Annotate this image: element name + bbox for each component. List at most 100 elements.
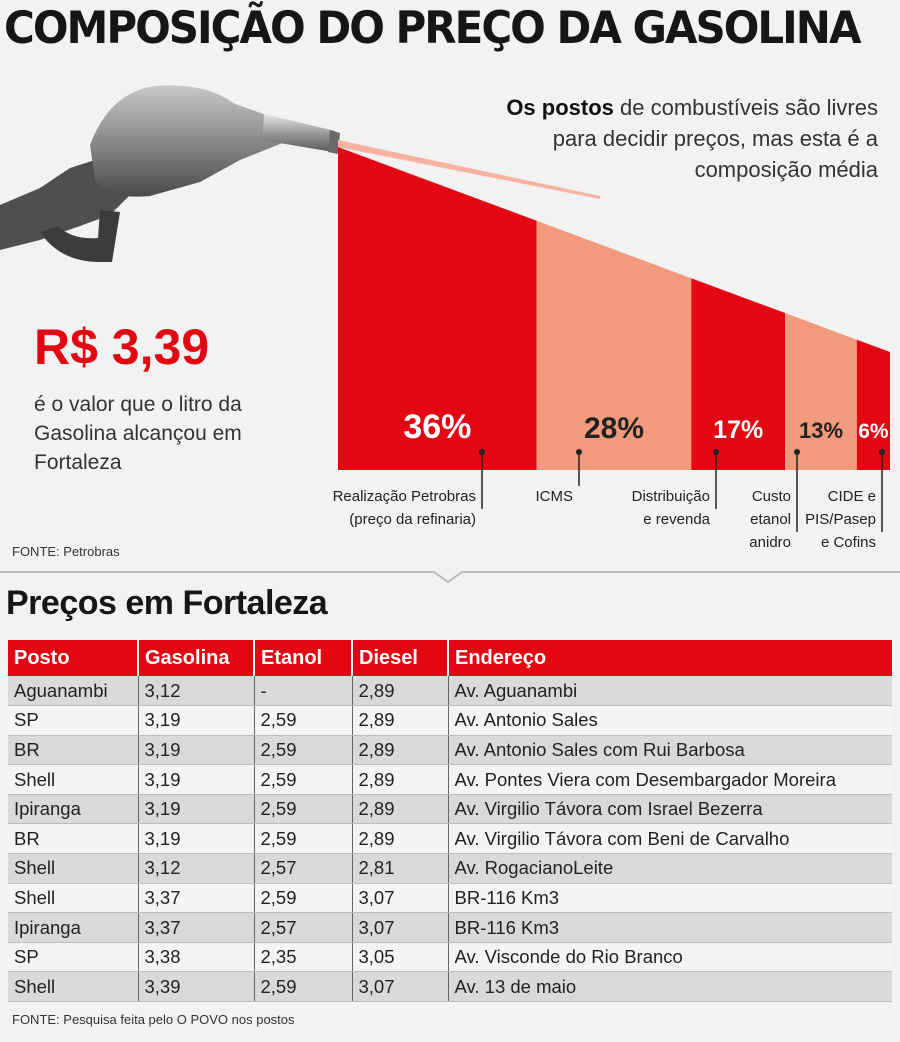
table-row: SP 3,19 2,59 2,89 Av. Antonio Sales (8, 705, 892, 736)
table-row: Shell 3,12 2,57 2,81 Av. RogacianoLeite (8, 853, 892, 884)
category-label-4-line-0: CIDE e (828, 488, 876, 505)
category-label-0-line-1: (preço da refinaria) (349, 511, 476, 528)
table-cell: 2,57 (254, 853, 353, 884)
price-value: R$ 3,39 (34, 319, 210, 375)
table-cell: Shell (8, 883, 139, 914)
bar-0 (338, 147, 537, 470)
table-cell: 3,37 (138, 883, 255, 914)
infographic-title: COMPOSIÇÃO DO PREÇO DA GASOLINA (4, 2, 861, 54)
table-cell: Av. 13 de maio (448, 971, 892, 1003)
column-header-4: Endereço (448, 640, 892, 676)
table-cell: 3,12 (138, 676, 255, 707)
table-cell: 3,39 (138, 971, 255, 1003)
category-label-4-line-2: e Cofins (821, 534, 876, 551)
table-cell: Av. Pontes Viera com Desembargador Morei… (448, 764, 892, 795)
table-cell: SP (8, 942, 139, 973)
table-cell: Aguanambi (8, 676, 139, 707)
table-title: Preços em Fortaleza (6, 584, 328, 622)
table-cell: 3,38 (138, 942, 255, 973)
table-row: SP 3,38 2,35 3,05 Av. Visconde do Rio Branco (8, 942, 892, 973)
bar-value-label-0: 36% (403, 408, 471, 446)
bar-value-label-1: 28% (584, 412, 644, 445)
bar-value-label-2: 17% (713, 416, 763, 444)
table-cell: 3,07 (352, 971, 449, 1003)
table-cell: 2,89 (352, 794, 449, 825)
intro-bold: Os postos (506, 95, 614, 120)
table-row: BR 3,19 2,59 2,89 Av. Virgilio Távora com Be… (8, 823, 892, 855)
table-header-row: Posto Gasolina Etanol Diesel Endereço (8, 640, 892, 676)
table-cell: Av. Antonio Sales (448, 705, 892, 736)
table-cell: Av. Antonio Sales com Rui Barbosa (448, 735, 892, 766)
table-cell: 2,35 (254, 942, 353, 973)
category-label-2-line-1: e revenda (643, 511, 710, 528)
column-header-2: Etanol (254, 640, 353, 676)
section-divider (0, 571, 900, 584)
bar-value-label-4: 6% (858, 420, 889, 443)
table-cell: Av. Aguanambi (448, 676, 892, 707)
table-cell: Shell (8, 971, 139, 1003)
bar-4 (856, 339, 890, 470)
table-cell: 2,59 (254, 735, 353, 766)
category-label-2-line-0: Distribuição (632, 488, 710, 505)
table-row: Shell 3,39 2,59 3,07 Av. 13 de maio (8, 971, 892, 1003)
table-cell: BR-116 Km3 (448, 883, 892, 914)
price-description: é o valor que o litro da Gasolina alcanç… (34, 393, 242, 474)
category-label-0-line-0: Realização Petrobras (333, 488, 476, 505)
table-row: Ipiranga 3,19 2,59 2,89 Av. Virgilio Távora … (8, 794, 892, 825)
table-cell: 2,59 (254, 705, 353, 736)
table-cell: 2,59 (254, 764, 353, 795)
table-cell: 2,89 (352, 735, 449, 766)
table-cell: 3,19 (138, 823, 255, 855)
table-cell: Shell (8, 853, 139, 884)
table-cell: Shell (8, 764, 139, 795)
table-cell: 2,59 (254, 971, 353, 1003)
table-cell: 2,89 (352, 823, 449, 855)
prices-table: Posto Gasolina Etanol Diesel Endereço Aguana… (8, 640, 892, 1003)
category-label-3-line-1: etanol (750, 511, 791, 528)
table-cell: 3,12 (138, 853, 255, 884)
table-row: Aguanambi 3,12-2,89 Av. Aguanambi (8, 676, 892, 707)
bar-1 (536, 220, 692, 470)
table-cell: 3,19 (138, 705, 255, 736)
price-composition-chart: 36% 28% 17% 13% 6% Realização Petrobras (preç… (0, 85, 890, 551)
table-cell: Ipiranga (8, 912, 139, 943)
table-cell: BR (8, 735, 139, 766)
table-cell: 2,89 (352, 676, 449, 707)
table-cell: Av. RogacianoLeite (448, 853, 892, 884)
column-header-3: Diesel (352, 640, 449, 676)
table-cell: - (254, 676, 353, 707)
bar-2 (691, 278, 786, 470)
bar-3 (785, 313, 857, 470)
table-cell: 2,59 (254, 794, 353, 825)
table-cell: Ipiranga (8, 794, 139, 825)
table-cell: Av. Virgilio Távora com Israel Bezerra (448, 794, 892, 825)
table-cell: BR (8, 823, 139, 855)
category-label-1-line-0: ICMS (536, 488, 574, 505)
column-header-0: Posto (8, 640, 139, 676)
intro-rest: de combustíveis são livres para decidir … (552, 95, 878, 182)
table-source: FONTE: Pesquisa feita pelo O POVO nos po… (12, 1012, 295, 1027)
category-label-3-line-0: Custo (752, 488, 791, 505)
table-cell: 2,59 (254, 823, 353, 855)
table-cell: BR-116 Km3 (448, 912, 892, 943)
table-cell: 2,89 (352, 764, 449, 795)
category-label-3-line-2: anidro (749, 534, 791, 551)
table-cell: 3,05 (352, 942, 449, 973)
table-cell: 3,19 (138, 764, 255, 795)
bar-value-label-3: 13% (799, 418, 843, 443)
table-cell: 3,37 (138, 912, 255, 943)
table-row: Shell 3,37 2,59 3,07 BR-116 Km3 (8, 883, 892, 914)
table-row: Ipiranga 3,37 2,57 3,07 BR-116 Km3 (8, 912, 892, 943)
table-cell: SP (8, 705, 139, 736)
column-header-1: Gasolina (138, 640, 255, 676)
table-cell: 2,81 (352, 853, 449, 884)
table-cell: 2,59 (254, 883, 353, 914)
table-cell: 2,89 (352, 705, 449, 736)
table-cell: Av. Visconde do Rio Branco (448, 942, 892, 973)
table-cell: 3,07 (352, 883, 449, 914)
table-cell: Av. Virgilio Távora com Beni de Carvalho (448, 823, 892, 855)
category-label-4-line-1: PIS/Pasep (805, 511, 876, 528)
table-cell: 3,19 (138, 794, 255, 825)
fuel-nozzle-icon (0, 85, 600, 262)
intro-text: Os postos de combustíveis são livres par… (458, 92, 878, 185)
